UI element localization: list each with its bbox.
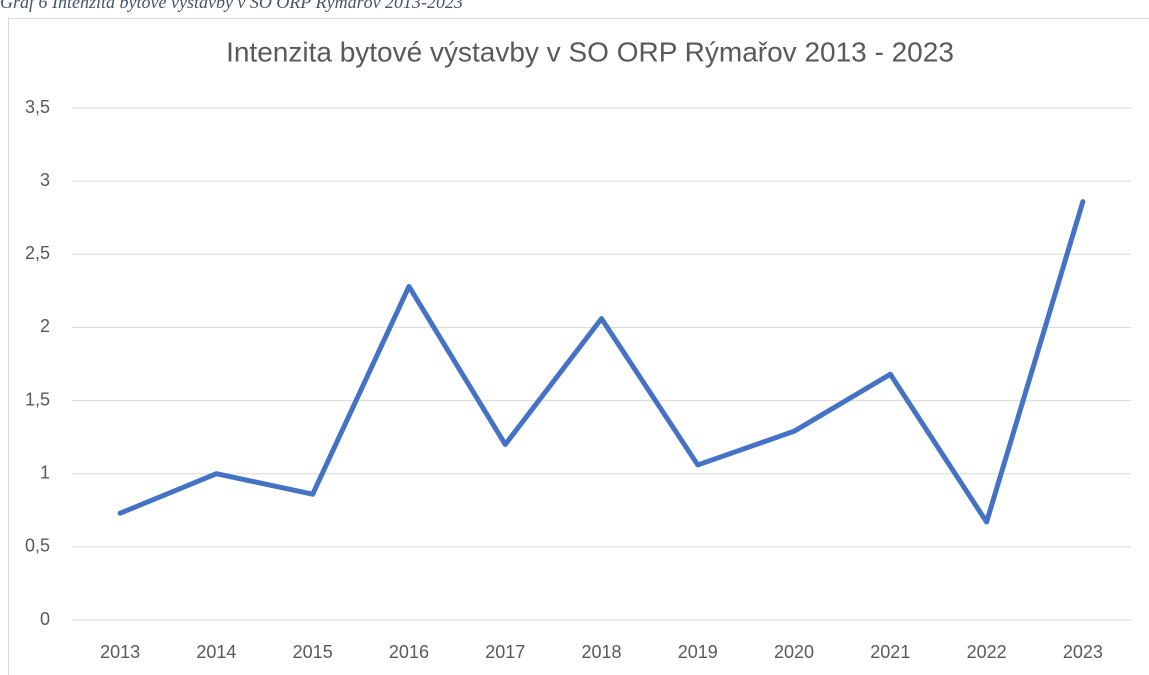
x-tick-label: 2019	[678, 642, 718, 662]
x-tick-label: 2021	[870, 642, 910, 662]
x-tick-label: 2014	[196, 642, 236, 662]
caption: Graf 6 Intenzita bytové výstavby v SO OR…	[0, 0, 463, 12]
y-tick-label: 0	[40, 609, 50, 629]
x-tick-label: 2016	[389, 642, 429, 662]
x-tick-label: 2020	[774, 642, 814, 662]
y-tick-label: 2	[40, 316, 50, 336]
chart-title: Intenzita bytové výstavby v SO ORP Rýmař…	[226, 36, 954, 67]
y-tick-label: 1,5	[25, 389, 50, 409]
y-tick-label: 0,5	[25, 536, 50, 556]
y-tick-label: 2,5	[25, 243, 50, 263]
y-tick-label: 3,5	[25, 97, 50, 117]
x-tick-label: 2017	[485, 642, 525, 662]
x-tick-label: 2013	[100, 642, 140, 662]
y-tick-label: 1	[40, 462, 50, 482]
data-line	[117, 199, 1086, 525]
x-tick-label: 2023	[1063, 642, 1103, 662]
y-tick-label: 3	[40, 170, 50, 190]
x-tick-label: 2015	[293, 642, 333, 662]
x-tick-label: 2022	[967, 642, 1007, 662]
x-tick-label: 2018	[581, 642, 621, 662]
